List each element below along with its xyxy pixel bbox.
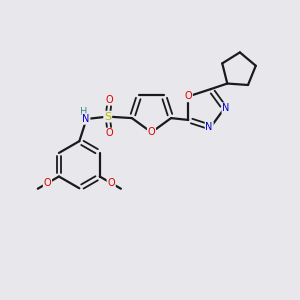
Text: O: O <box>106 95 113 105</box>
Text: H: H <box>80 107 88 118</box>
Text: O: O <box>44 178 51 188</box>
Text: O: O <box>106 128 113 138</box>
Text: O: O <box>107 178 115 188</box>
Text: N: N <box>222 103 230 113</box>
Text: N: N <box>82 114 90 124</box>
Text: O: O <box>148 127 155 137</box>
Text: O: O <box>184 92 192 101</box>
Text: N: N <box>206 122 213 132</box>
Text: S: S <box>104 112 111 122</box>
